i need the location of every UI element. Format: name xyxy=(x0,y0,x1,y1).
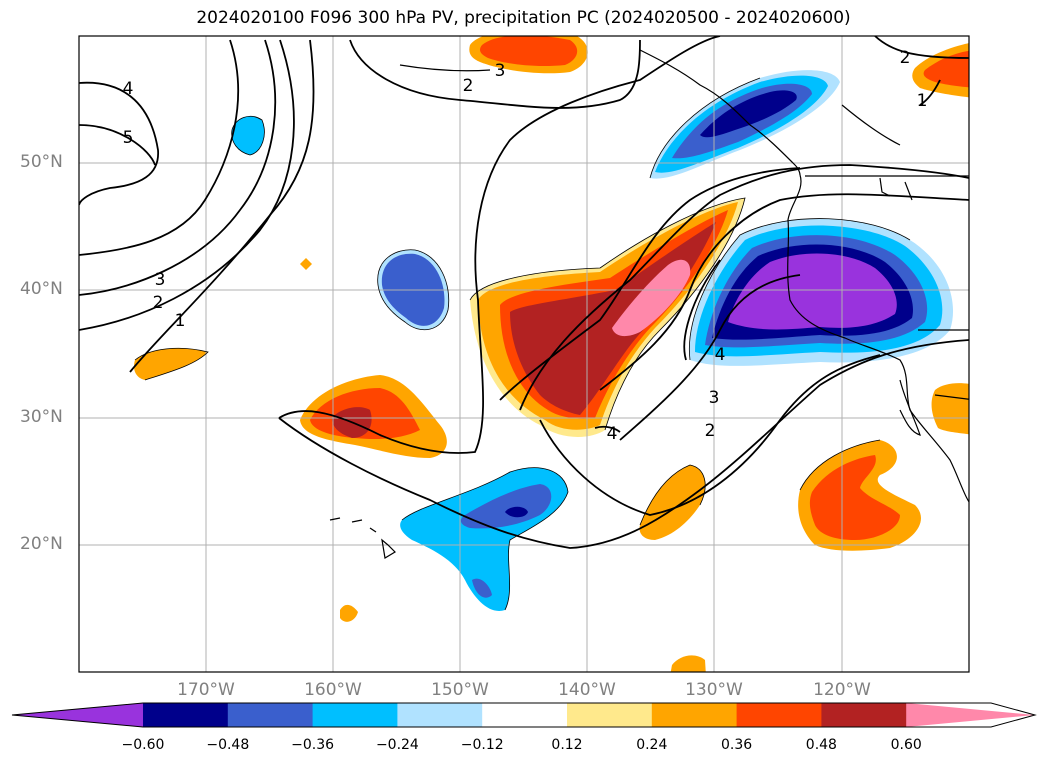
colorbar-tick-label: −0.12 xyxy=(460,737,504,753)
map-content: 4 5 3 2 1 2 3 2 1 4 3 2 4 xyxy=(79,36,969,672)
colorbar-outline xyxy=(11,702,1037,728)
contour-label: 4 xyxy=(607,424,618,444)
colorbar-tick-label: −0.60 xyxy=(121,737,165,753)
lat-label-30n: 30°N xyxy=(20,407,63,427)
colorbar-tick-label: 0.48 xyxy=(805,737,837,753)
lon-label-160w: 160°W xyxy=(304,680,362,700)
lat-label-20n: 20°N xyxy=(20,534,63,554)
colorbar-extend-max xyxy=(906,703,1035,727)
contour-label: 5 xyxy=(123,128,134,148)
colorbar-segments xyxy=(12,703,1035,727)
contour-label: 1 xyxy=(175,311,186,331)
colorbar-segment xyxy=(312,703,398,727)
lon-label-150w: 150°W xyxy=(431,680,489,700)
lon-label-120w: 120°W xyxy=(813,680,871,700)
lon-label-170w: 170°W xyxy=(177,680,235,700)
contour-label: 1 xyxy=(917,91,928,111)
contour-label: 2 xyxy=(900,48,911,68)
colorbar-extend-min xyxy=(12,703,143,727)
contour-label: 4 xyxy=(123,79,134,99)
pv-contours xyxy=(79,36,969,549)
precip-shading xyxy=(134,36,969,672)
colorbar-tick-label: 0.12 xyxy=(551,737,583,753)
colorbar-segment xyxy=(143,703,229,727)
colorbar-tick-label: −0.36 xyxy=(291,737,335,753)
colorbar-tick-label: 0.24 xyxy=(636,737,668,753)
lat-label-50n: 50°N xyxy=(20,152,63,172)
contour-label: 3 xyxy=(155,270,166,290)
colorbar-tick-label: 0.60 xyxy=(890,737,922,753)
precip-outlines xyxy=(134,77,911,611)
lon-label-130w: 130°W xyxy=(685,680,743,700)
colorbar-segment xyxy=(821,703,907,727)
lon-label-140w: 140°W xyxy=(558,680,616,700)
contour-label: 2 xyxy=(705,421,716,441)
contour-label: 2 xyxy=(463,76,474,96)
contour-label: 3 xyxy=(495,61,506,81)
lat-label-40n: 40°N xyxy=(20,279,63,299)
colorbar-segment xyxy=(567,703,653,727)
colorbar-tick-label: 0.36 xyxy=(721,737,753,753)
contour-label: 2 xyxy=(153,293,164,313)
colorbar-segment xyxy=(651,703,738,727)
map-title: 2024020100 F096 300 hPa PV, precipitatio… xyxy=(196,8,851,28)
map-frame xyxy=(78,35,970,673)
gridlines xyxy=(79,36,969,672)
colorbar-tick-label: −0.24 xyxy=(375,737,419,753)
contour-labels: 4 5 3 2 1 2 3 2 1 4 3 2 4 xyxy=(123,48,928,444)
colorbar-segment xyxy=(482,703,568,727)
colorbar-segment xyxy=(736,703,822,727)
colorbar-segment xyxy=(227,703,314,727)
colorbar-segment xyxy=(397,703,483,727)
colorbar-tick-label: −0.48 xyxy=(206,737,250,753)
contour-label: 3 xyxy=(709,388,720,408)
contour-label: 4 xyxy=(715,345,726,365)
